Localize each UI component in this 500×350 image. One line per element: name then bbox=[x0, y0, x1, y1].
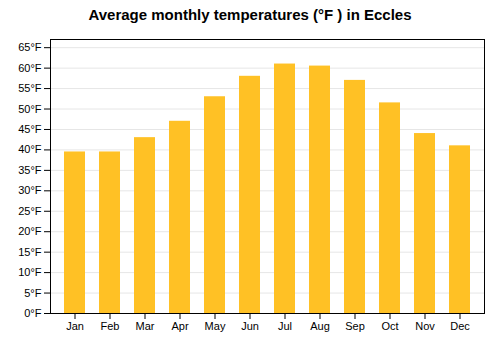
svg-text:40°F: 40°F bbox=[18, 143, 42, 155]
svg-text:Mar: Mar bbox=[136, 320, 155, 332]
svg-text:Aug: Aug bbox=[310, 320, 330, 332]
svg-text:55°F: 55°F bbox=[18, 82, 42, 94]
svg-text:Sep: Sep bbox=[345, 320, 365, 332]
svg-text:30°F: 30°F bbox=[18, 184, 42, 196]
svg-text:Oct: Oct bbox=[381, 320, 398, 332]
svg-text:45°F: 45°F bbox=[18, 123, 42, 135]
svg-text:0°F: 0°F bbox=[24, 307, 42, 319]
svg-text:65°F: 65°F bbox=[18, 41, 42, 53]
svg-text:Apr: Apr bbox=[171, 320, 188, 332]
html-text:Average monthly temperatures (: Average monthly temperatures (°F ) in Ec… bbox=[88, 6, 412, 23]
svg-text:20°F: 20°F bbox=[18, 225, 42, 237]
svg-text:15°F: 15°F bbox=[18, 246, 42, 258]
svg-text:Nov: Nov bbox=[415, 320, 435, 332]
svg-text:May: May bbox=[205, 320, 226, 332]
svg-text:25°F: 25°F bbox=[18, 205, 42, 217]
svg-text:50°F: 50°F bbox=[18, 103, 42, 115]
svg-text:35°F: 35°F bbox=[18, 164, 42, 176]
svg-text:Dec: Dec bbox=[450, 320, 470, 332]
svg-text:Jan: Jan bbox=[66, 320, 84, 332]
svg-text:Jul: Jul bbox=[278, 320, 292, 332]
svg-text:60°F: 60°F bbox=[18, 62, 42, 74]
svg-text:5°F: 5°F bbox=[24, 287, 42, 299]
svg-text:Jun: Jun bbox=[241, 320, 259, 332]
svg-text:Feb: Feb bbox=[101, 320, 120, 332]
svg-text:10°F: 10°F bbox=[18, 266, 42, 278]
